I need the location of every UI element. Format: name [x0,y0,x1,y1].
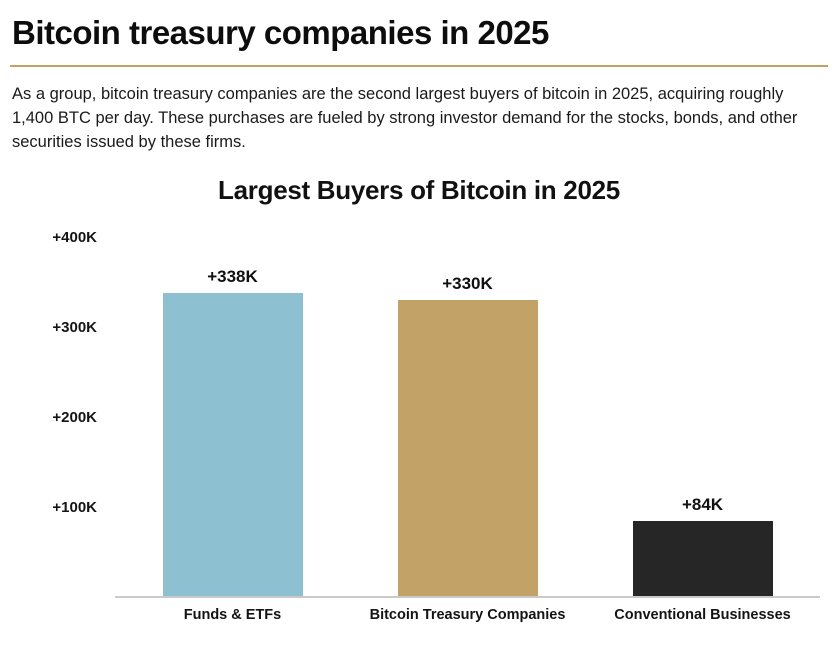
chart-title: Largest Buyers of Bitcoin in 2025 [218,174,620,205]
plot: +338K +330K +84K [115,220,820,598]
intro-text: As a group, bitcoin treasury companies a… [12,85,798,151]
y-tick: +100K [52,498,97,516]
bar-group: +338K [115,220,350,596]
bar-group: +84K [585,220,820,596]
plot-area: +400K +300K +200K +100K +338K +330K +84K [52,220,820,598]
x-axis-label: Bitcoin Treasury Companies [369,606,566,623]
y-tick: +400K [52,228,97,246]
bar-value-label: +330K [442,274,493,294]
bar-group: +330K [350,220,585,596]
y-tick: +200K [52,408,97,426]
x-axis-labels: Funds & ETFs Bitcoin Treasury Companies … [115,607,820,623]
bar [397,300,538,596]
bar [632,520,773,596]
y-axis: +400K +300K +200K +100K [15,220,107,598]
divider [10,65,828,67]
page-title: Bitcoin treasury companies in 2025 [12,14,549,51]
bar-value-label: +338K [207,267,258,287]
x-axis-label: Funds & ETFs [183,606,282,623]
bar [162,293,303,596]
bar-chart: Largest Buyers of Bitcoin in 2025 +400K … [10,175,828,623]
y-tick: +300K [52,318,97,336]
bar-value-label: +84K [681,494,724,514]
x-axis-label: Conventional Businesses [614,606,791,623]
